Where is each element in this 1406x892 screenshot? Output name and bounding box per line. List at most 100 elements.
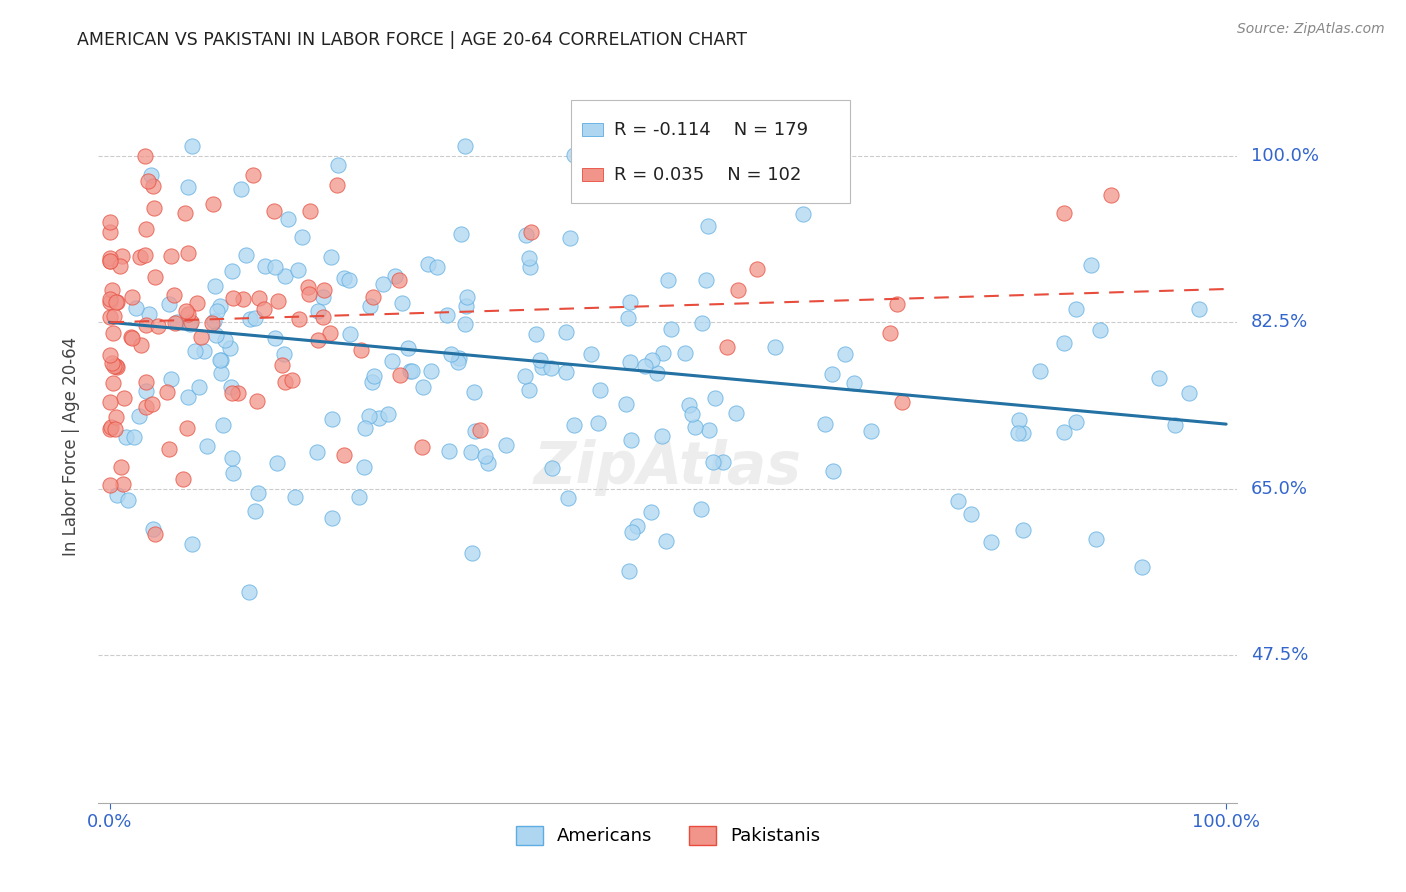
Point xyxy=(202,314,225,328)
Point xyxy=(384,269,406,284)
Legend: Americans, Pakistanis: Americans, Pakistanis xyxy=(506,817,830,855)
Point xyxy=(146,318,169,333)
Point xyxy=(399,364,422,378)
Point xyxy=(297,280,319,294)
Point xyxy=(474,449,496,463)
Point xyxy=(813,417,835,431)
Point xyxy=(440,347,463,361)
Point xyxy=(184,343,207,358)
Point xyxy=(616,311,638,326)
Point xyxy=(139,168,162,182)
Point xyxy=(157,297,180,311)
Point xyxy=(163,317,186,331)
Point xyxy=(1147,371,1170,385)
Point xyxy=(176,246,198,260)
Point xyxy=(219,380,242,394)
Point xyxy=(711,454,734,468)
Point xyxy=(436,308,458,322)
Point xyxy=(1188,301,1211,316)
Point xyxy=(588,417,610,431)
Point xyxy=(180,315,202,329)
Point xyxy=(219,342,242,356)
Point xyxy=(1064,301,1087,316)
Point xyxy=(683,420,706,434)
Point xyxy=(1084,532,1107,546)
Point xyxy=(135,375,157,389)
Point xyxy=(281,373,304,387)
Point xyxy=(420,364,443,378)
Point xyxy=(209,353,232,368)
Point xyxy=(142,201,165,215)
Point xyxy=(581,347,603,361)
Point xyxy=(221,451,243,466)
Point xyxy=(695,273,717,287)
Point xyxy=(388,272,411,286)
Point xyxy=(105,488,128,502)
Point xyxy=(470,423,492,437)
Point xyxy=(173,206,195,220)
Point xyxy=(763,340,786,354)
Point xyxy=(110,259,132,273)
Point xyxy=(312,283,335,297)
Point xyxy=(321,411,343,425)
Point xyxy=(105,359,128,374)
Point xyxy=(377,407,399,421)
Point xyxy=(103,359,125,373)
Point xyxy=(98,478,121,492)
Point xyxy=(834,347,856,361)
Point xyxy=(176,307,198,321)
Point xyxy=(229,182,252,196)
Point xyxy=(454,139,477,153)
Point xyxy=(100,254,122,268)
Point xyxy=(98,295,121,310)
Point xyxy=(111,477,134,491)
Point xyxy=(254,259,277,273)
Point xyxy=(176,421,198,435)
Point xyxy=(381,354,404,368)
Text: ZipAtlas: ZipAtlas xyxy=(534,439,801,496)
Point xyxy=(641,353,664,368)
Point xyxy=(792,207,814,221)
Text: AMERICAN VS PAKISTANI IN LABOR FORCE | AGE 20-64 CORRELATION CHART: AMERICAN VS PAKISTANI IN LABOR FORCE | A… xyxy=(77,31,748,49)
Point xyxy=(347,490,370,504)
Point xyxy=(560,231,582,245)
Point xyxy=(1053,425,1076,439)
Point xyxy=(121,290,143,304)
Point xyxy=(174,303,197,318)
Point xyxy=(540,460,562,475)
Point xyxy=(181,139,204,153)
Point xyxy=(242,168,264,182)
Point xyxy=(447,355,470,369)
Point xyxy=(460,445,482,459)
Point xyxy=(555,325,578,339)
Point xyxy=(205,327,228,342)
Point xyxy=(312,290,335,304)
Point xyxy=(461,546,484,560)
Point xyxy=(886,297,908,311)
Text: 100.0%: 100.0% xyxy=(1251,147,1319,165)
Point xyxy=(359,299,381,313)
Text: 82.5%: 82.5% xyxy=(1251,313,1309,331)
Point xyxy=(562,418,585,433)
Point xyxy=(702,455,724,469)
Point xyxy=(557,491,579,505)
Point xyxy=(678,398,700,412)
Point xyxy=(659,322,682,336)
Point xyxy=(105,409,128,424)
Point xyxy=(105,294,128,309)
Point xyxy=(363,369,385,384)
Point xyxy=(318,326,340,341)
Point xyxy=(823,464,845,478)
Point xyxy=(98,225,121,239)
Point xyxy=(121,331,143,345)
Point xyxy=(651,429,673,443)
Point xyxy=(411,441,433,455)
Point xyxy=(515,227,537,242)
Point xyxy=(333,271,356,285)
Point xyxy=(221,385,243,400)
Point xyxy=(371,277,394,291)
Point xyxy=(619,355,641,369)
Point xyxy=(195,438,218,452)
Point xyxy=(361,290,384,304)
Point xyxy=(1029,364,1052,378)
